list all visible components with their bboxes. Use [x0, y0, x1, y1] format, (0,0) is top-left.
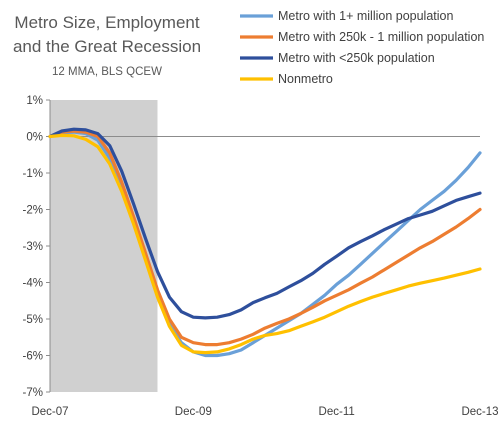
y-tick-label: -3% — [23, 241, 43, 253]
y-tick-label: -4% — [23, 278, 43, 290]
chart-subtitle: 12 MMA, BLS QCEW — [52, 66, 162, 78]
y-tick-label: -7% — [23, 387, 43, 399]
axes: 1% 0% -1% -2% -3% -4% -5% -6% -7% Dec-07 Dec-09 Dec… — [23, 95, 499, 418]
legend-label-1: Metro with 250k - 1 million population — [278, 30, 484, 44]
y-tick-label: 1% — [26, 95, 43, 107]
chart-title-line-2: and the Great Recession — [13, 37, 201, 56]
y-tick-label: -1% — [23, 168, 43, 180]
legend-label-2: Metro with <250k population — [278, 51, 435, 65]
x-tick-label: Dec-07 — [31, 406, 68, 418]
series-lines — [48, 127, 482, 358]
series-line-3 — [48, 133, 482, 355]
legend: Metro with 1+ million population Metro wi… — [240, 9, 484, 86]
x-tick-label: Dec-09 — [175, 406, 212, 418]
x-tick-label: Dec-11 — [319, 406, 355, 418]
y-tick-label: 0% — [26, 132, 43, 144]
legend-label-0: Metro with 1+ million population — [278, 9, 453, 23]
series-line-2 — [48, 127, 482, 320]
legend-label-3: Nonmetro — [278, 72, 333, 86]
chart-title-line-1: Metro Size, Employment — [14, 13, 199, 32]
y-tick-label: -2% — [23, 205, 43, 217]
y-tick-label: -6% — [23, 351, 43, 363]
chart-title-block: Metro Size, Employment and the Great Rec… — [13, 13, 201, 78]
series-line-1 — [48, 129, 482, 347]
y-tick-label: -5% — [23, 314, 43, 326]
x-tick-label: Dec-13 — [461, 406, 498, 418]
